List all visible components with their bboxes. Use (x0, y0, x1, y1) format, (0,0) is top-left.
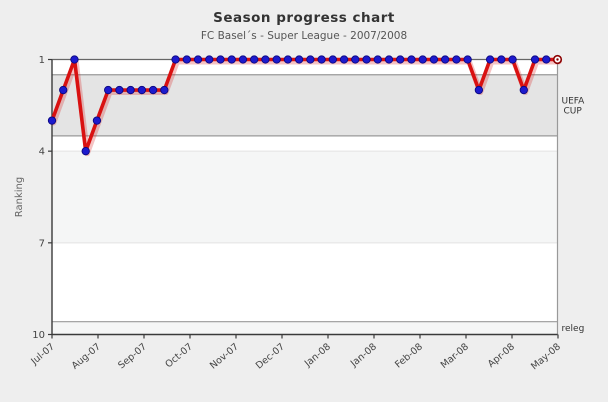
data-point-marker (59, 85, 68, 95)
data-point-marker (148, 85, 158, 95)
x-tick-label: Aug-07 (70, 341, 103, 371)
data-point-marker (339, 55, 349, 64)
data-point-marker (160, 85, 169, 95)
data-point-marker (317, 55, 326, 64)
y-tick-label: 1 (39, 55, 45, 66)
ranking-line (50, 57, 560, 153)
data-point-marker (463, 55, 472, 64)
data-point-marker (283, 55, 293, 64)
mid-table-band (52, 151, 558, 243)
data-point-marker (261, 55, 270, 64)
y-tick-label: 7 (39, 238, 45, 249)
x-tick-label: May-08 (529, 341, 563, 372)
x-tick-label: Jul-07 (28, 341, 57, 367)
x-tick-label: Feb-08 (393, 341, 425, 370)
data-point-marker (47, 116, 57, 125)
data-point-marker (115, 85, 124, 95)
data-point-marker (384, 55, 394, 64)
data-point-marker (485, 55, 495, 64)
data-point-marker (193, 55, 203, 64)
data-point-marker (137, 85, 147, 95)
data-point-marker (508, 55, 517, 64)
chart-title: Season progress chart (213, 10, 395, 26)
current-position-marker-dot (556, 58, 559, 61)
data-point-marker (373, 55, 382, 64)
y-tick-label: 4 (39, 147, 45, 158)
data-point-marker (272, 55, 281, 64)
data-point-marker (452, 55, 461, 64)
x-tick-label: Nov-07 (208, 341, 241, 371)
data-point-marker (126, 85, 135, 95)
data-point-marker (104, 85, 113, 95)
x-tick-label: Mar-08 (439, 341, 471, 371)
data-point-marker (441, 55, 450, 64)
x-tick-label: Jan-08 (302, 341, 333, 369)
data-point-marker (396, 55, 405, 64)
x-tick-label: Oct-07 (163, 341, 195, 370)
data-point-marker (530, 55, 540, 64)
data-point-marker (542, 55, 551, 64)
x-tick-label: Jan-08 (348, 341, 379, 369)
data-point-marker (497, 55, 506, 64)
data-point-marker (351, 55, 360, 64)
chart-subtitle: FC Basel´s - Super League - 2007/2008 (200, 30, 408, 42)
x-tick-label: Sep-07 (116, 341, 149, 371)
data-point-marker (92, 116, 102, 125)
data-point-marker (70, 55, 79, 64)
data-point-marker (294, 55, 304, 64)
data-point-marker (238, 55, 248, 64)
data-point-marker (171, 55, 180, 64)
x-tick-label: Apr-08 (486, 341, 517, 370)
uefa-cup-zone-label: CUP (564, 106, 583, 116)
uefa-cup-band (52, 74, 558, 136)
data-point-marker (418, 55, 427, 64)
y-tick-label: 10 (32, 330, 45, 341)
data-point-marker (407, 55, 416, 64)
data-point-marker (306, 55, 315, 64)
relegation-zone-label: releg (562, 324, 585, 334)
data-point-marker (182, 55, 191, 64)
data-point-marker (227, 55, 236, 64)
uefa-cup-zone-label: UEFA (562, 96, 586, 106)
data-point-marker (205, 55, 214, 64)
x-tick-label: Dec-07 (254, 341, 287, 371)
data-point-marker (519, 85, 528, 95)
data-point-marker (250, 55, 259, 64)
data-point-marker (474, 85, 484, 95)
relegation-band (52, 321, 558, 335)
y-axis-title: Ranking (14, 177, 25, 217)
data-point-marker (362, 55, 371, 64)
data-point-marker (216, 55, 225, 64)
data-point-marker (81, 147, 90, 156)
data-point-marker (328, 55, 337, 64)
data-point-marker (429, 55, 439, 64)
